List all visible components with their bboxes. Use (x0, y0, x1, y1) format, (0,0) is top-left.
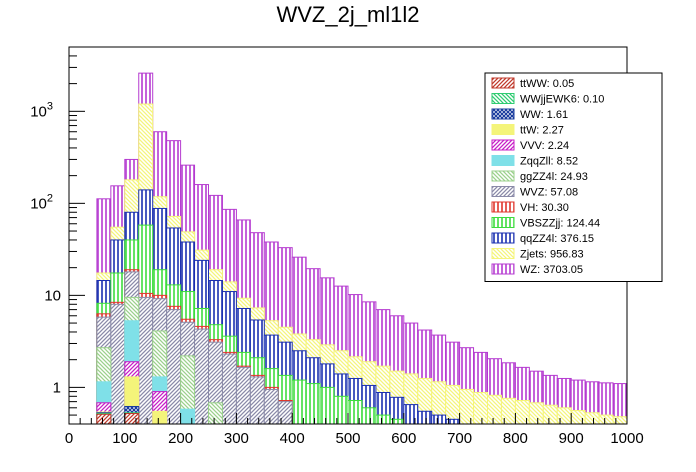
bar (110, 303, 126, 425)
bar (277, 401, 293, 425)
legend: ttWW: 0.05 WWjjEWK6: 0.10 WW: 1.61 ttW: 2.2… (484, 72, 663, 282)
bar (500, 397, 516, 425)
bar (445, 384, 461, 425)
legend-label: ZqqZll: 8.52 (520, 156, 578, 168)
bar (208, 402, 223, 425)
legend-item-vh: VH: 30.30 (491, 201, 569, 214)
bar (431, 414, 447, 425)
bar (166, 309, 182, 425)
legend-swatch (491, 248, 515, 259)
legend-label: ttWW: 0.05 (520, 78, 574, 90)
legend-swatch (491, 124, 515, 135)
x-axis: 0 100 200 300 400 500 600 700 800 900 1000 (65, 413, 644, 447)
legend-item-ww: WW: 1.61 (491, 108, 568, 121)
x-tick-label: 500 (335, 430, 360, 447)
legend-label: VH: 30.30 (520, 202, 569, 214)
legend-swatch (491, 93, 515, 104)
x-tick-label: 1000 (610, 430, 643, 447)
bar (180, 408, 196, 425)
y-tick-label: 10 (44, 287, 61, 304)
legend-label: ggZZ4l: 24.93 (520, 171, 588, 183)
legend-label: VBSZZjj: 124.44 (520, 218, 600, 230)
legend-swatch (491, 108, 515, 120)
bar (584, 412, 600, 425)
legend-item-wwjjewk6: WWjjEWK6: 0.10 (491, 93, 604, 106)
legend-label: WZ: 3703.05 (520, 264, 583, 276)
legend-item-ttww: ttWW: 0.05 (491, 77, 574, 90)
x-tick-label: 800 (503, 430, 528, 447)
bar (528, 402, 544, 425)
legend-swatch (491, 139, 515, 151)
legend-item-vbszzjj: VBSZZjj: 124.44 (491, 217, 600, 230)
bar (361, 407, 377, 425)
legend-swatch (491, 263, 515, 275)
legend-item-ggzz4l: ggZZ4l: 24.93 (491, 170, 588, 183)
bar (221, 353, 237, 425)
y-axis: 1 10 102 103 (30, 46, 85, 425)
legend-label: Zjets: 956.83 (520, 249, 584, 261)
bar (319, 386, 335, 425)
bar (235, 366, 251, 425)
legend-item-qqzz4l: qqZZ4l: 376.15 (491, 232, 594, 245)
legend-label: WW: 1.61 (520, 109, 568, 121)
bar (291, 379, 307, 425)
bar (389, 418, 405, 425)
legend-label: WWjjEWK6: 0.10 (520, 94, 604, 106)
x-tick-label: 300 (224, 430, 249, 447)
bar (194, 328, 210, 425)
bar (556, 407, 572, 425)
legend-item-wz: WZ: 3703.05 (491, 263, 583, 276)
legend-swatch (491, 217, 515, 228)
x-tick-label: 100 (112, 430, 137, 447)
bar (138, 296, 154, 425)
legend-item-wvz: WVZ: 57.08 (491, 186, 578, 199)
legend-label: WVZ: 57.08 (520, 187, 578, 199)
bar (542, 404, 558, 425)
bar (514, 400, 530, 425)
legend-swatch (491, 232, 515, 244)
bar (124, 413, 140, 425)
bar (347, 400, 363, 425)
x-tick-label: 700 (447, 430, 472, 447)
legend-label: VVV: 2.24 (520, 140, 569, 152)
bar (152, 410, 168, 425)
legend-swatch (491, 201, 515, 213)
y-tick-label: 102 (30, 192, 53, 212)
legend-swatch (491, 155, 515, 166)
bar (305, 383, 321, 425)
bar (263, 388, 279, 425)
legend-label: qqZZ4l: 376.15 (520, 233, 594, 245)
chart-title: WVZ_2j_ml1l2 (276, 2, 419, 27)
bar (96, 413, 112, 425)
legend-swatch (491, 186, 515, 197)
x-tick-label: 400 (280, 430, 305, 447)
bar (333, 395, 349, 425)
bar (612, 416, 628, 425)
y-tick-label: 1 (53, 379, 61, 396)
bar (598, 414, 614, 425)
legend-item-zqqzll: ZqqZll: 8.52 (491, 155, 578, 168)
y-tick-label: 103 (30, 100, 53, 120)
legend-item-ttw: ttW: 2.27 (491, 124, 564, 137)
bar (417, 410, 433, 425)
bar (570, 410, 586, 425)
legend-item-zjets: Zjets: 956.83 (491, 248, 584, 261)
legend-label: ttW: 2.27 (520, 125, 564, 137)
legend-swatch (491, 170, 515, 182)
bar (375, 414, 391, 425)
x-tick-label: 600 (391, 430, 416, 447)
legend-item-vvv: VVV: 2.24 (491, 139, 569, 152)
bar (487, 394, 502, 425)
bar (403, 404, 419, 425)
bar (473, 391, 488, 425)
x-tick-label: 200 (168, 430, 193, 447)
bar (249, 376, 265, 425)
bar (459, 388, 475, 425)
legend-swatch (491, 77, 515, 89)
bar (445, 418, 461, 425)
x-tick-label: 900 (559, 430, 584, 447)
x-tick-label: 0 (65, 430, 73, 447)
